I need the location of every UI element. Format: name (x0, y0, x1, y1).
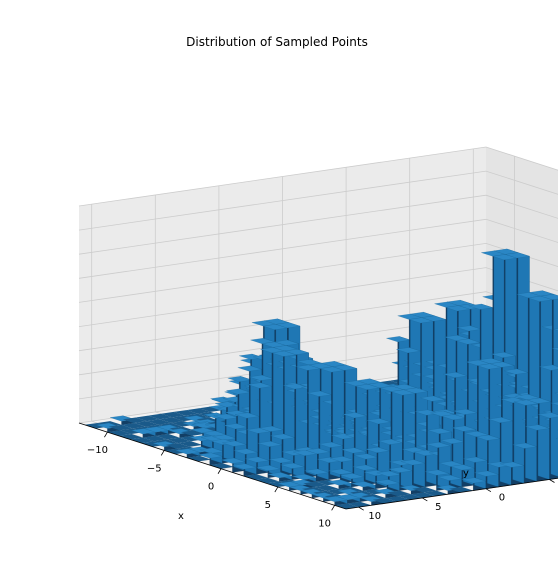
x-tick-label: 5 (265, 500, 271, 511)
floor-cell (186, 408, 211, 414)
floor-cell (107, 430, 132, 436)
floor-cell (108, 424, 133, 431)
bar-top-face (489, 361, 515, 368)
bar-top-face (274, 339, 299, 346)
floor-cell (165, 443, 190, 449)
z-grid-line (78, 146, 558, 207)
x-tick-mark (217, 468, 222, 474)
x-tick-label: 0 (208, 482, 214, 493)
floor-cell (209, 463, 234, 469)
bar-top-face (427, 428, 452, 434)
bar-top-face (540, 294, 558, 300)
bar-front-face (537, 424, 550, 480)
floor-cell (130, 437, 155, 444)
bar-top-face (424, 469, 450, 476)
bar-front-face (525, 442, 537, 482)
floor-cell (173, 410, 198, 416)
bar-top-face (550, 401, 558, 406)
bar-front-face (426, 449, 438, 486)
z-grid-line (78, 242, 558, 303)
floor-cell (159, 417, 184, 423)
x-tick-mark (104, 431, 108, 438)
floor-cell (243, 474, 268, 480)
bar-top-face (284, 349, 309, 355)
y-tick-label: 0 (499, 493, 505, 504)
y-tick-label: 5 (435, 502, 441, 513)
chart-title: Distribution of Sampled Points (186, 35, 368, 49)
bar-top-face (341, 447, 366, 454)
floor-cell (412, 486, 437, 493)
bar-top-face (420, 395, 445, 402)
bar-top-face (505, 252, 530, 259)
floor-cell (186, 455, 211, 462)
x-tick-label: −10 (87, 445, 108, 456)
x-axis-line (78, 422, 347, 510)
y-tick-mark (549, 479, 555, 483)
bar-top-face (426, 442, 451, 448)
z-grid-line (78, 194, 558, 255)
floor-cell (155, 433, 180, 440)
z-grid-line (78, 291, 558, 352)
floor-cell (135, 415, 160, 422)
floor-cell (334, 503, 359, 509)
floor-cell (385, 496, 410, 502)
y-tick-label: 10 (368, 511, 381, 522)
floor-cell (303, 481, 328, 487)
floor-cell (178, 441, 203, 447)
x-tick-label: −5 (147, 463, 162, 474)
floor-cell (181, 430, 206, 436)
floor-cell (166, 437, 191, 444)
floor-cell (134, 421, 159, 427)
y-tick-mark (358, 506, 364, 511)
floor-cell (120, 428, 145, 434)
floor-cell (122, 417, 147, 423)
bar-top-face (403, 387, 428, 394)
floor-cell (449, 486, 474, 493)
floor-cell (161, 411, 186, 418)
floor-cell (142, 435, 167, 442)
bar-top-face (451, 425, 476, 432)
y-axis-label: y (463, 468, 469, 479)
y-tick-mark (422, 497, 428, 502)
bar-top-face (332, 364, 357, 371)
floor-cell (121, 423, 146, 429)
floor-cell (411, 492, 435, 498)
z-grid-line (78, 170, 558, 231)
floor-cell (118, 434, 143, 440)
floor-cell (255, 477, 280, 484)
bars-group (84, 248, 558, 509)
bar-top-face (552, 347, 558, 351)
x-tick-mark (160, 450, 165, 456)
bar-top-face (554, 392, 558, 395)
x-axis-label: x (178, 511, 184, 522)
bar-top-face (491, 352, 516, 358)
bar-top-face (539, 364, 558, 371)
bar-top-face (538, 412, 558, 419)
floor-cell (148, 413, 173, 420)
x-tick-mark (331, 505, 335, 511)
bar-top-face (553, 328, 558, 331)
bar-top-face (275, 322, 301, 329)
z-grid-line (78, 218, 558, 279)
floor-cell (146, 419, 171, 425)
x-tick-mark (274, 486, 279, 493)
floor-cell (386, 490, 411, 497)
x-tick-label: 10 (318, 518, 331, 529)
floor-cell (172, 415, 197, 422)
y-tick-mark (485, 488, 492, 493)
floor-cell (314, 485, 339, 491)
bar-front-face (550, 412, 558, 477)
z-grid-line (78, 267, 558, 327)
floor-cell (199, 406, 224, 412)
